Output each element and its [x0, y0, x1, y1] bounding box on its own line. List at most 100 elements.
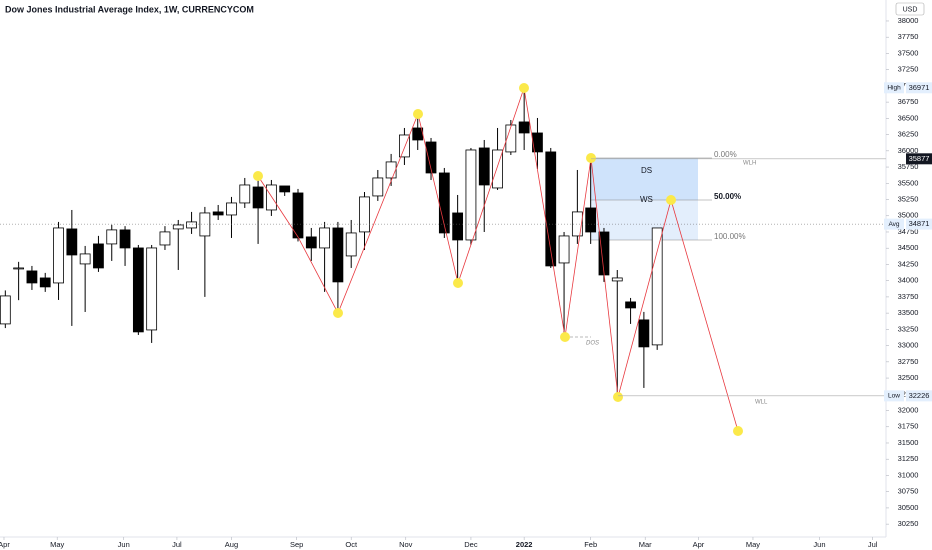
swing-point — [560, 332, 570, 342]
x-tick-label: Feb — [584, 540, 597, 549]
candle-body — [359, 196, 370, 233]
candle-body — [13, 267, 25, 270]
candle-body — [212, 211, 224, 216]
y-tick-label: 31250 — [898, 454, 919, 463]
y-tick-label: 36500 — [898, 113, 919, 122]
y-tick-label: 37250 — [898, 65, 919, 74]
y-tick-label: 38000 — [898, 16, 919, 25]
price-label-name: High — [887, 84, 901, 91]
x-tick-label: 2022 — [516, 540, 533, 549]
y-tick-label: 35750 — [898, 162, 919, 171]
currency-box — [895, 2, 925, 16]
price-label-box — [906, 218, 932, 230]
price-label-tag — [884, 82, 904, 94]
x-tick-label: Sep — [290, 540, 303, 549]
fib-label: 100.00% — [714, 232, 746, 241]
level-label: DOS — [586, 341, 599, 347]
candle-body — [372, 177, 384, 197]
swing-point — [413, 109, 423, 119]
candle-body — [545, 151, 557, 267]
y-tick-label: 32500 — [898, 373, 919, 382]
candle-body — [611, 277, 623, 282]
candle-body — [305, 236, 317, 249]
zone-label: WS — [640, 195, 653, 204]
y-tick-label: 32000 — [898, 406, 919, 415]
y-tick-label: 36750 — [898, 97, 919, 106]
y-tick-label: 36000 — [898, 146, 919, 155]
y-tick-label: 33500 — [898, 308, 919, 317]
y-tick-label: 35000 — [898, 211, 919, 220]
candle-body — [66, 228, 78, 256]
candle-body — [532, 132, 543, 153]
fib-zone-upper — [591, 158, 698, 200]
swing-point — [519, 83, 529, 93]
price-label-box — [906, 82, 932, 94]
candle-body — [186, 221, 197, 229]
y-tick-label: 32750 — [898, 357, 919, 366]
y-tick-label: 30250 — [898, 519, 919, 528]
candle-body — [132, 247, 144, 333]
candle-body — [172, 224, 184, 230]
price-label-name: Low — [888, 393, 900, 400]
x-tick-label: Jun — [813, 540, 825, 549]
level-label: WLH — [743, 161, 756, 167]
candle-body — [518, 121, 530, 134]
candle-body — [239, 184, 251, 204]
candle-body — [53, 227, 64, 284]
x-tick-label: Mar — [639, 540, 652, 549]
x-tick-label: Jul — [868, 540, 878, 549]
candle-body — [505, 124, 517, 153]
candle-body — [625, 301, 636, 309]
y-tick-label: 30750 — [898, 487, 919, 496]
y-tick-label: 35500 — [898, 178, 919, 187]
x-tick-label: Oct — [345, 540, 358, 549]
axes: 30250 30500 30750 31000 31250 31500 31750 32000… — [0, 16, 932, 549]
swing-point — [586, 153, 596, 163]
candle-body — [226, 202, 237, 216]
level-label: WLL — [755, 400, 768, 406]
candle-body — [399, 134, 410, 158]
y-tick-label: 31000 — [898, 470, 919, 479]
x-tick-label: Nov — [399, 540, 413, 549]
y-tick-label: 31750 — [898, 422, 919, 431]
y-tick-label: 34750 — [898, 227, 919, 236]
y-tick-label: 37500 — [898, 48, 919, 57]
candle-body — [146, 247, 158, 331]
x-tick-label: Apr — [0, 540, 10, 549]
candle-body — [452, 212, 464, 241]
price-label-box — [906, 153, 932, 165]
price-label-tag — [884, 390, 904, 402]
price-label-tag — [884, 218, 904, 230]
candle-body — [332, 227, 344, 283]
candle-body — [26, 270, 38, 284]
y-tick-label: 35250 — [898, 195, 919, 204]
fib-label: 50.00% — [714, 192, 741, 201]
candle-body — [492, 149, 503, 189]
swing-point — [613, 392, 623, 402]
candle-body — [345, 232, 357, 257]
candle-body — [319, 227, 330, 249]
price-label-value: 32226 — [909, 391, 930, 400]
candle-body — [638, 319, 650, 348]
y-tick-label: 34500 — [898, 243, 919, 252]
candle-body — [465, 149, 477, 241]
y-tick-label: 36250 — [898, 130, 919, 139]
zone-label: DS — [641, 166, 652, 175]
chart-title: Dow Jones Industrial Average Index, 1W, … — [5, 4, 254, 14]
candle-body — [585, 207, 597, 233]
x-tick-label: May — [746, 540, 760, 549]
fib-label: 0.00% — [714, 150, 737, 159]
candle-body — [106, 229, 118, 245]
candle-body — [119, 229, 131, 249]
candle-body — [292, 192, 304, 239]
candle-body — [93, 243, 104, 269]
candle-body — [0, 295, 11, 325]
swing-point — [666, 195, 676, 205]
candle-body — [199, 212, 211, 237]
candle-body — [79, 253, 91, 265]
y-tick-label: 34000 — [898, 276, 919, 285]
swing-point — [253, 171, 263, 181]
candle-body — [425, 141, 437, 174]
candle-body — [159, 231, 171, 246]
